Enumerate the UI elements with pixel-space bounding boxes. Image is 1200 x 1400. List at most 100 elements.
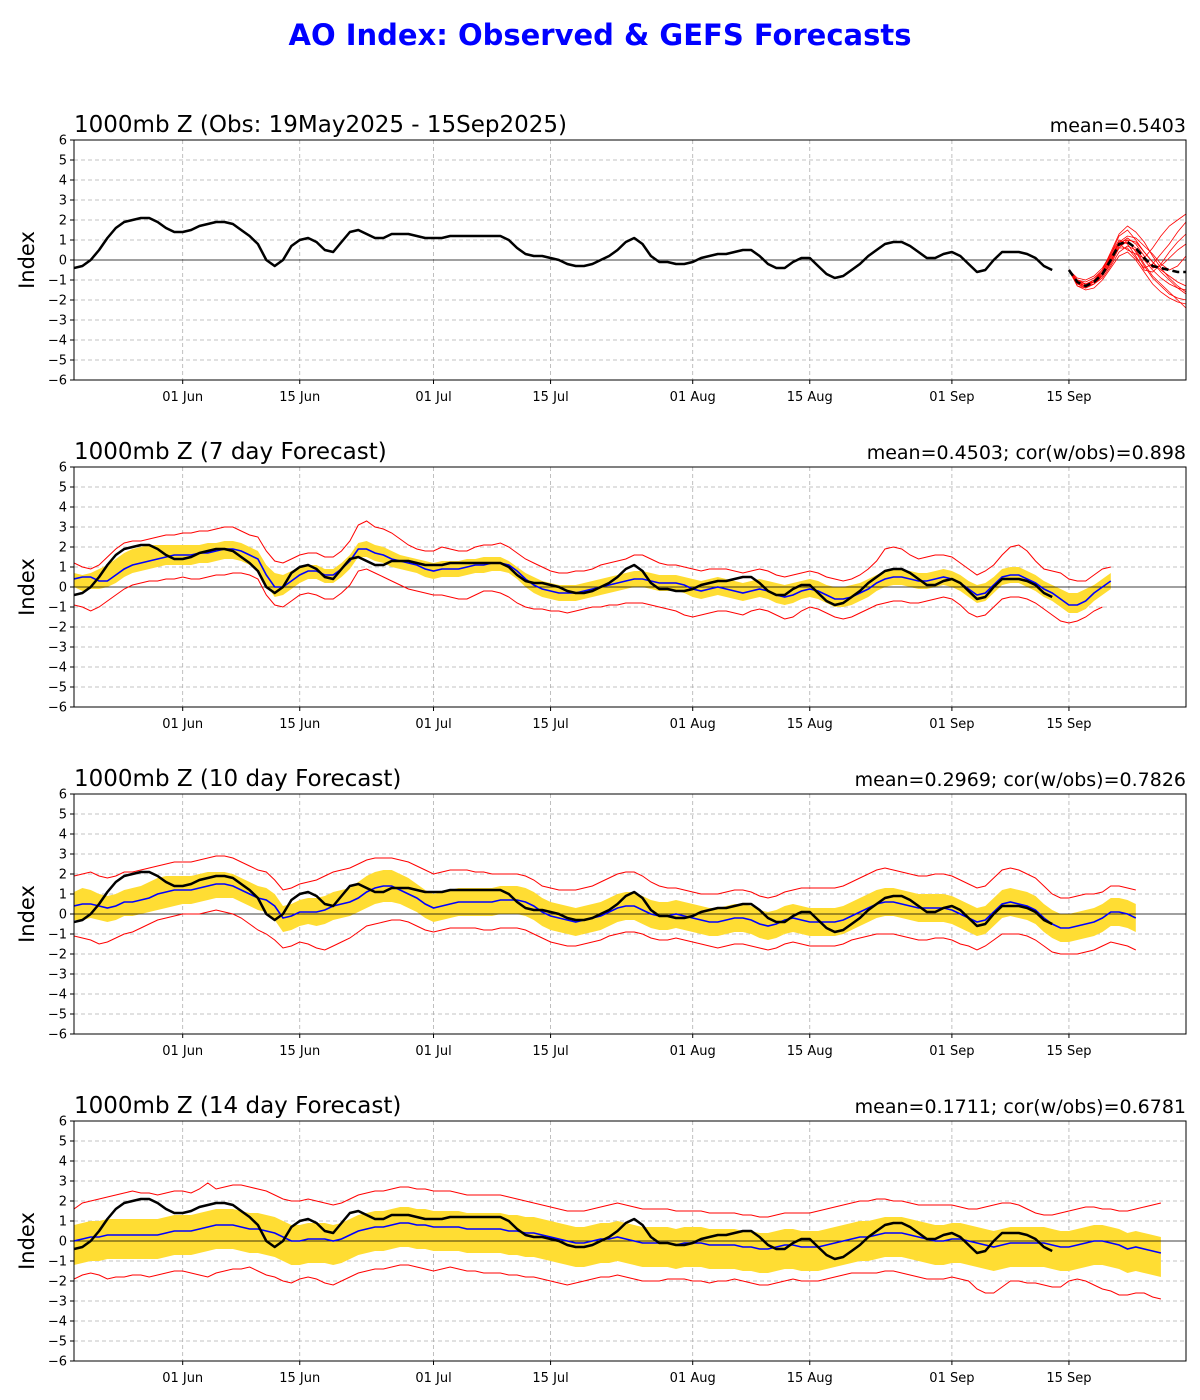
y-tick-label: −2 bbox=[48, 948, 67, 963]
x-tick-label: 01 Aug bbox=[670, 1044, 716, 1059]
y-tick-label: 3 bbox=[59, 848, 67, 863]
y-tick-label: −6 bbox=[48, 1028, 67, 1043]
x-tick-label: 15 Jul bbox=[532, 1044, 568, 1059]
x-tick-label: 15 Aug bbox=[787, 1044, 833, 1059]
y-tick-label: 6 bbox=[59, 461, 67, 476]
y-axis-label: Index bbox=[15, 231, 39, 289]
x-tick-label: 01 Jun bbox=[162, 717, 203, 732]
plot-area bbox=[74, 213, 1186, 309]
x-tick-label: 01 Sep bbox=[929, 1044, 974, 1059]
y-tick-label: −5 bbox=[48, 354, 67, 369]
y-tick-label: −6 bbox=[48, 701, 67, 716]
x-tick-label: 15 Aug bbox=[787, 1371, 833, 1386]
y-tick-label: 1 bbox=[59, 1215, 67, 1230]
chart-panel-1: 1000mb Z (7 day Forecast) mean=0.4503; co… bbox=[15, 439, 1187, 732]
series-observed bbox=[74, 543, 1053, 607]
y-axis-label: Index bbox=[15, 885, 39, 943]
y-tick-label: 3 bbox=[59, 1175, 67, 1190]
series-max bbox=[74, 520, 1111, 582]
ensemble-member-3 bbox=[1068, 229, 1186, 287]
x-tick-label: 01 Aug bbox=[670, 390, 716, 405]
series-min bbox=[74, 568, 1103, 624]
y-tick-label: −1 bbox=[48, 928, 67, 943]
series-forecast-mean bbox=[74, 1222, 1162, 1254]
x-tick-label: 15 Jul bbox=[532, 1371, 568, 1386]
y-tick-label: 6 bbox=[59, 1115, 67, 1130]
x-tick-label: 01 Sep bbox=[929, 390, 974, 405]
y-tick-label: 3 bbox=[59, 194, 67, 209]
x-tick-label: 01 Sep bbox=[929, 717, 974, 732]
y-tick-label: −3 bbox=[48, 1295, 67, 1310]
plot-area bbox=[74, 1182, 1186, 1300]
spread-band bbox=[74, 541, 1111, 613]
panel-title: 1000mb Z (7 day Forecast) bbox=[74, 439, 387, 465]
y-tick-label: −2 bbox=[48, 1275, 67, 1290]
series-observed bbox=[74, 216, 1053, 280]
x-tick-label: 15 Sep bbox=[1046, 717, 1091, 732]
x-tick-label: 15 Aug bbox=[787, 390, 833, 405]
ensemble-member-8 bbox=[1068, 225, 1186, 293]
x-tick-label: 15 Sep bbox=[1046, 1371, 1091, 1386]
x-tick-label: 01 Sep bbox=[929, 1371, 974, 1386]
x-tick-label: 15 Jun bbox=[279, 1371, 320, 1386]
y-tick-label: −1 bbox=[48, 1255, 67, 1270]
y-tick-label: −1 bbox=[48, 601, 67, 616]
series-max bbox=[74, 1182, 1162, 1218]
y-tick-label: −6 bbox=[48, 374, 67, 389]
y-tick-label: 5 bbox=[59, 154, 67, 169]
chart-panel-3: 1000mb Z (14 day Forecast) mean=0.1711; c… bbox=[15, 1093, 1187, 1386]
y-tick-label: −2 bbox=[48, 294, 67, 309]
y-tick-label: 2 bbox=[59, 1195, 67, 1210]
y-tick-label: 0 bbox=[59, 908, 67, 923]
x-tick-label: 15 Sep bbox=[1046, 1044, 1091, 1059]
y-tick-label: 6 bbox=[59, 134, 67, 149]
panel-stat: mean=0.1711; cor(w/obs)=0.6781 bbox=[855, 1096, 1186, 1118]
y-tick-label: 2 bbox=[59, 541, 67, 556]
y-tick-label: 5 bbox=[59, 1135, 67, 1150]
series-observed bbox=[74, 1197, 1053, 1261]
y-axis-label: Index bbox=[15, 1212, 39, 1270]
x-tick-label: 01 Jun bbox=[162, 1371, 203, 1386]
series-min bbox=[74, 1264, 1162, 1300]
ensemble-member-0 bbox=[1068, 213, 1186, 285]
series-observed bbox=[74, 870, 1053, 934]
figure-title: AO Index: Observed & GEFS Forecasts bbox=[288, 18, 912, 52]
y-tick-label: 0 bbox=[59, 581, 67, 596]
y-tick-label: 0 bbox=[59, 1235, 67, 1250]
y-tick-label: 3 bbox=[59, 521, 67, 536]
x-tick-label: 01 Jul bbox=[415, 1371, 451, 1386]
series-min bbox=[74, 909, 1137, 955]
chart-panel-0: 1000mb Z (Obs: 19May2025 - 15Sep2025) mea… bbox=[15, 112, 1187, 405]
x-tick-label: 01 Aug bbox=[670, 717, 716, 732]
x-tick-label: 15 Jun bbox=[279, 390, 320, 405]
panel-title: 1000mb Z (Obs: 19May2025 - 15Sep2025) bbox=[74, 112, 567, 138]
y-tick-label: 4 bbox=[59, 174, 67, 189]
y-tick-label: 4 bbox=[59, 828, 67, 843]
y-tick-label: −4 bbox=[48, 988, 67, 1003]
y-axis-label: Index bbox=[15, 558, 39, 616]
y-tick-label: −5 bbox=[48, 1335, 67, 1350]
chart-panel-2: 1000mb Z (10 day Forecast) mean=0.2969; c… bbox=[15, 766, 1187, 1059]
y-tick-label: 1 bbox=[59, 561, 67, 576]
x-tick-label: 15 Jul bbox=[532, 717, 568, 732]
y-tick-label: −1 bbox=[48, 274, 67, 289]
y-tick-label: −2 bbox=[48, 621, 67, 636]
x-tick-label: 15 Aug bbox=[787, 717, 833, 732]
series-max bbox=[74, 855, 1136, 899]
y-tick-label: 1 bbox=[59, 234, 67, 249]
y-tick-label: 5 bbox=[59, 808, 67, 823]
series-forecast-mean bbox=[74, 883, 1137, 929]
series-ensemble-mean bbox=[1067, 240, 1186, 288]
x-tick-label: 01 Jul bbox=[415, 717, 451, 732]
x-tick-label: 15 Jul bbox=[532, 390, 568, 405]
series-forecast-mean bbox=[74, 548, 1112, 606]
y-tick-label: 4 bbox=[59, 1155, 67, 1170]
x-tick-label: 15 Jun bbox=[279, 717, 320, 732]
y-tick-label: −5 bbox=[48, 1008, 67, 1023]
y-tick-label: 2 bbox=[59, 214, 67, 229]
panel-stat: mean=0.4503; cor(w/obs)=0.898 bbox=[867, 442, 1186, 464]
x-tick-label: 01 Jun bbox=[162, 1044, 203, 1059]
y-tick-label: −4 bbox=[48, 334, 67, 349]
spread-band bbox=[74, 1207, 1161, 1277]
